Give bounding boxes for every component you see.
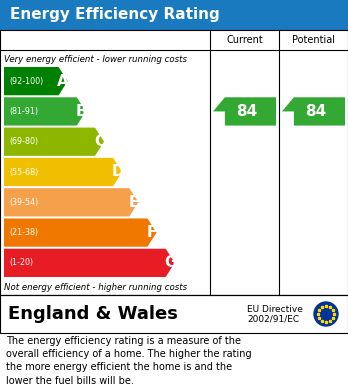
Text: B: B [76, 104, 87, 119]
Text: Current: Current [226, 35, 263, 45]
FancyBboxPatch shape [0, 30, 348, 295]
Polygon shape [4, 67, 68, 95]
Text: F: F [147, 225, 157, 240]
FancyBboxPatch shape [0, 295, 348, 333]
Text: A: A [57, 74, 69, 89]
Polygon shape [4, 158, 122, 186]
Text: 84: 84 [304, 104, 326, 119]
Polygon shape [4, 249, 175, 277]
Text: (69-80): (69-80) [9, 137, 38, 146]
Text: (92-100): (92-100) [9, 77, 43, 86]
Polygon shape [4, 188, 139, 217]
Text: England & Wales: England & Wales [8, 305, 178, 323]
Text: E: E [129, 195, 139, 210]
Circle shape [314, 302, 338, 326]
Polygon shape [4, 127, 104, 156]
Text: D: D [111, 165, 124, 179]
Polygon shape [282, 97, 345, 126]
Text: 84: 84 [236, 104, 257, 119]
Text: Not energy efficient - higher running costs: Not energy efficient - higher running co… [4, 283, 187, 292]
Polygon shape [4, 219, 157, 247]
Text: G: G [164, 255, 176, 270]
Text: Potential: Potential [292, 35, 335, 45]
FancyBboxPatch shape [0, 0, 348, 30]
Text: Very energy efficient - lower running costs: Very energy efficient - lower running co… [4, 54, 187, 63]
Text: Energy Efficiency Rating: Energy Efficiency Rating [10, 7, 220, 23]
Text: (21-38): (21-38) [9, 228, 38, 237]
Text: (39-54): (39-54) [9, 198, 38, 207]
Text: EU Directive: EU Directive [247, 305, 303, 314]
Polygon shape [4, 97, 86, 126]
Text: (1-20): (1-20) [9, 258, 33, 267]
Text: The energy efficiency rating is a measure of the
overall efficiency of a home. T: The energy efficiency rating is a measur… [6, 336, 252, 386]
Polygon shape [213, 97, 276, 126]
Text: (55-68): (55-68) [9, 167, 38, 176]
Text: C: C [94, 134, 105, 149]
Text: (81-91): (81-91) [9, 107, 38, 116]
Text: 2002/91/EC: 2002/91/EC [247, 314, 299, 323]
